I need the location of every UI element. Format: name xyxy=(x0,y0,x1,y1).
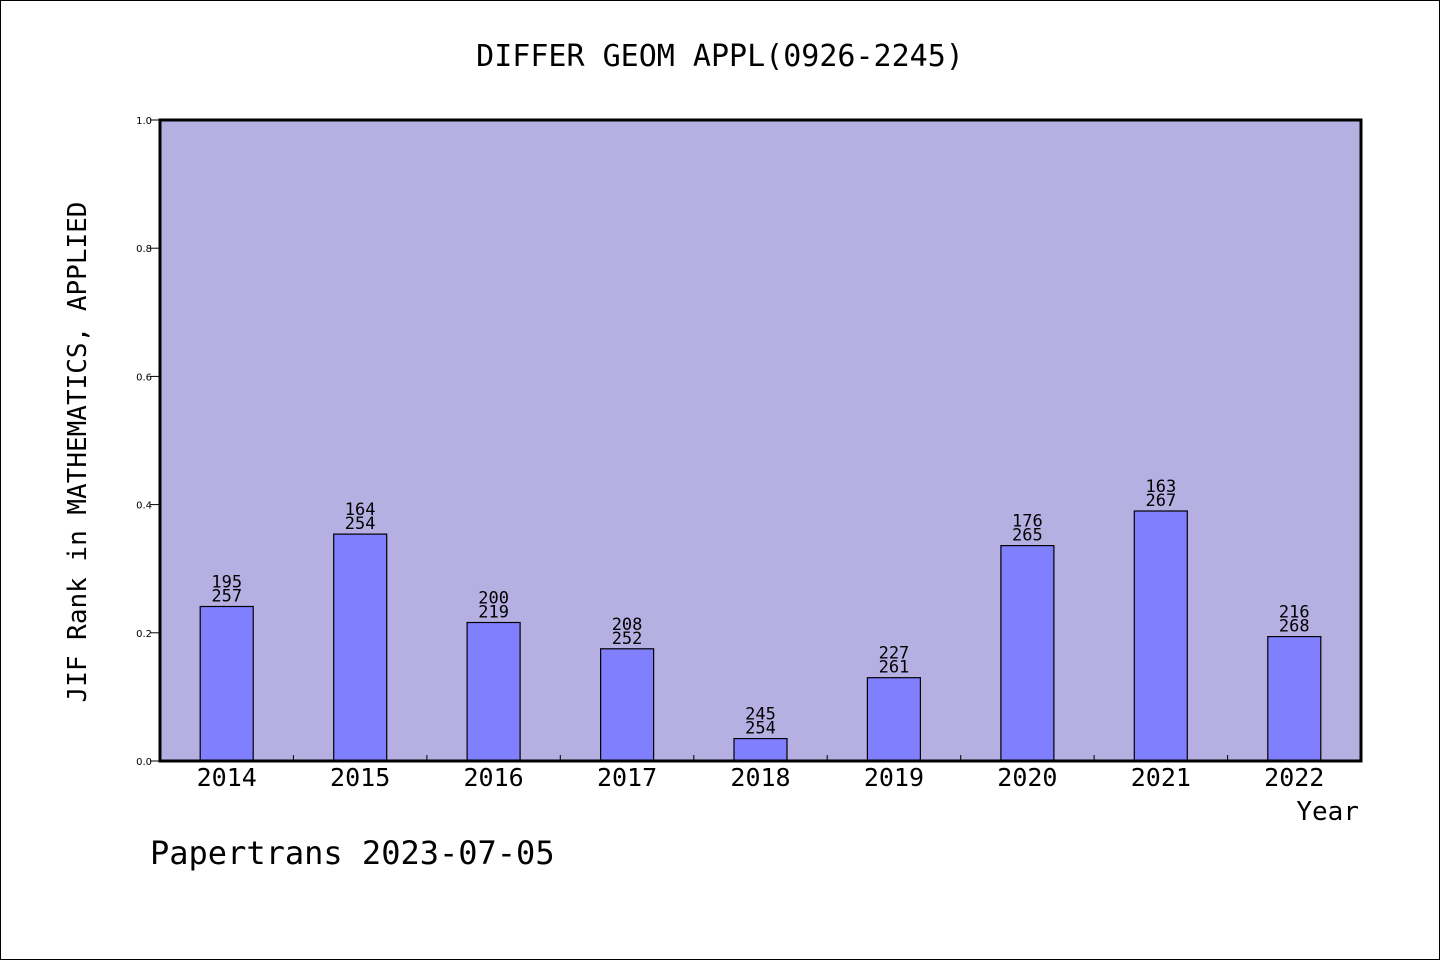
bar-rank-label: 176 xyxy=(1012,512,1043,532)
x-tick-label: 2019 xyxy=(864,763,924,792)
y-tick-label: 0.2 xyxy=(136,629,152,640)
bar-2019 xyxy=(866,677,922,762)
bar-total-label: 265 xyxy=(1012,526,1043,546)
bar-2020 xyxy=(1000,544,1055,762)
bars-group xyxy=(199,510,1322,762)
x-tick-label: 2022 xyxy=(1264,763,1324,792)
bar-2015 xyxy=(333,533,388,762)
y-axis-label: JIF Rank in MATHEMATICS, APPLIED xyxy=(63,202,93,703)
x-axis-ticks: 2014 2015 2016 2017 2018 2019 2020 2021 2022 xyxy=(197,755,1324,792)
x-tick-label: 2021 xyxy=(1131,763,1191,792)
y-tick-label: 1.0 xyxy=(136,116,152,127)
bar-2022 xyxy=(1267,635,1322,762)
plot-border xyxy=(158,118,1363,763)
bar-2021 xyxy=(1133,510,1188,762)
bar-total-label: 252 xyxy=(612,629,643,649)
bar-2014 xyxy=(199,605,254,762)
bar-total-label: 261 xyxy=(879,658,910,678)
bar-total-label: 257 xyxy=(211,587,242,607)
bar-labels-group: 1952571642542002192082522452542272611762… xyxy=(211,477,1309,739)
y-tick-label: 0.4 xyxy=(136,501,152,512)
bar-total-label: 254 xyxy=(745,719,776,739)
x-tick-label: 2016 xyxy=(464,763,524,792)
bar-2016 xyxy=(466,621,521,762)
bar-total-label: 268 xyxy=(1279,617,1310,637)
y-tick-label: 0.0 xyxy=(136,757,152,768)
y-tick-label: 0.6 xyxy=(136,372,152,383)
bar-rank-label: 245 xyxy=(745,705,776,725)
x-tick-label: 2018 xyxy=(730,763,790,792)
x-tick-label: 2015 xyxy=(330,763,390,792)
bar-2017 xyxy=(599,648,655,762)
x-tick-label: 2017 xyxy=(597,763,657,792)
x-axis-label: Year xyxy=(1296,797,1359,827)
footer-text: Papertrans 2023-07-05 xyxy=(150,834,555,872)
chart-title: DIFFER GEOM APPL(0926-2245) xyxy=(476,39,964,74)
x-tick-label: 2020 xyxy=(997,763,1057,792)
y-tick-label: 0.8 xyxy=(136,244,152,255)
bar-total-label: 254 xyxy=(345,514,376,534)
bar-rank-label: 163 xyxy=(1145,477,1176,497)
bar-rank-label: 208 xyxy=(612,615,643,635)
bar-rank-label: 200 xyxy=(478,589,509,609)
bar-rank-label: 227 xyxy=(879,644,910,664)
y-axis-ticks: 0.0 0.2 0.4 0.6 0.8 1.0 xyxy=(136,116,160,768)
bar-total-label: 267 xyxy=(1145,491,1176,511)
bar-2018 xyxy=(733,737,788,762)
bar-total-label: 219 xyxy=(478,603,509,623)
bar-rank-label: 195 xyxy=(211,573,242,593)
bar-rank-label: 216 xyxy=(1279,603,1310,623)
bar-rank-label: 164 xyxy=(345,500,376,520)
x-tick-label: 2014 xyxy=(197,763,257,792)
